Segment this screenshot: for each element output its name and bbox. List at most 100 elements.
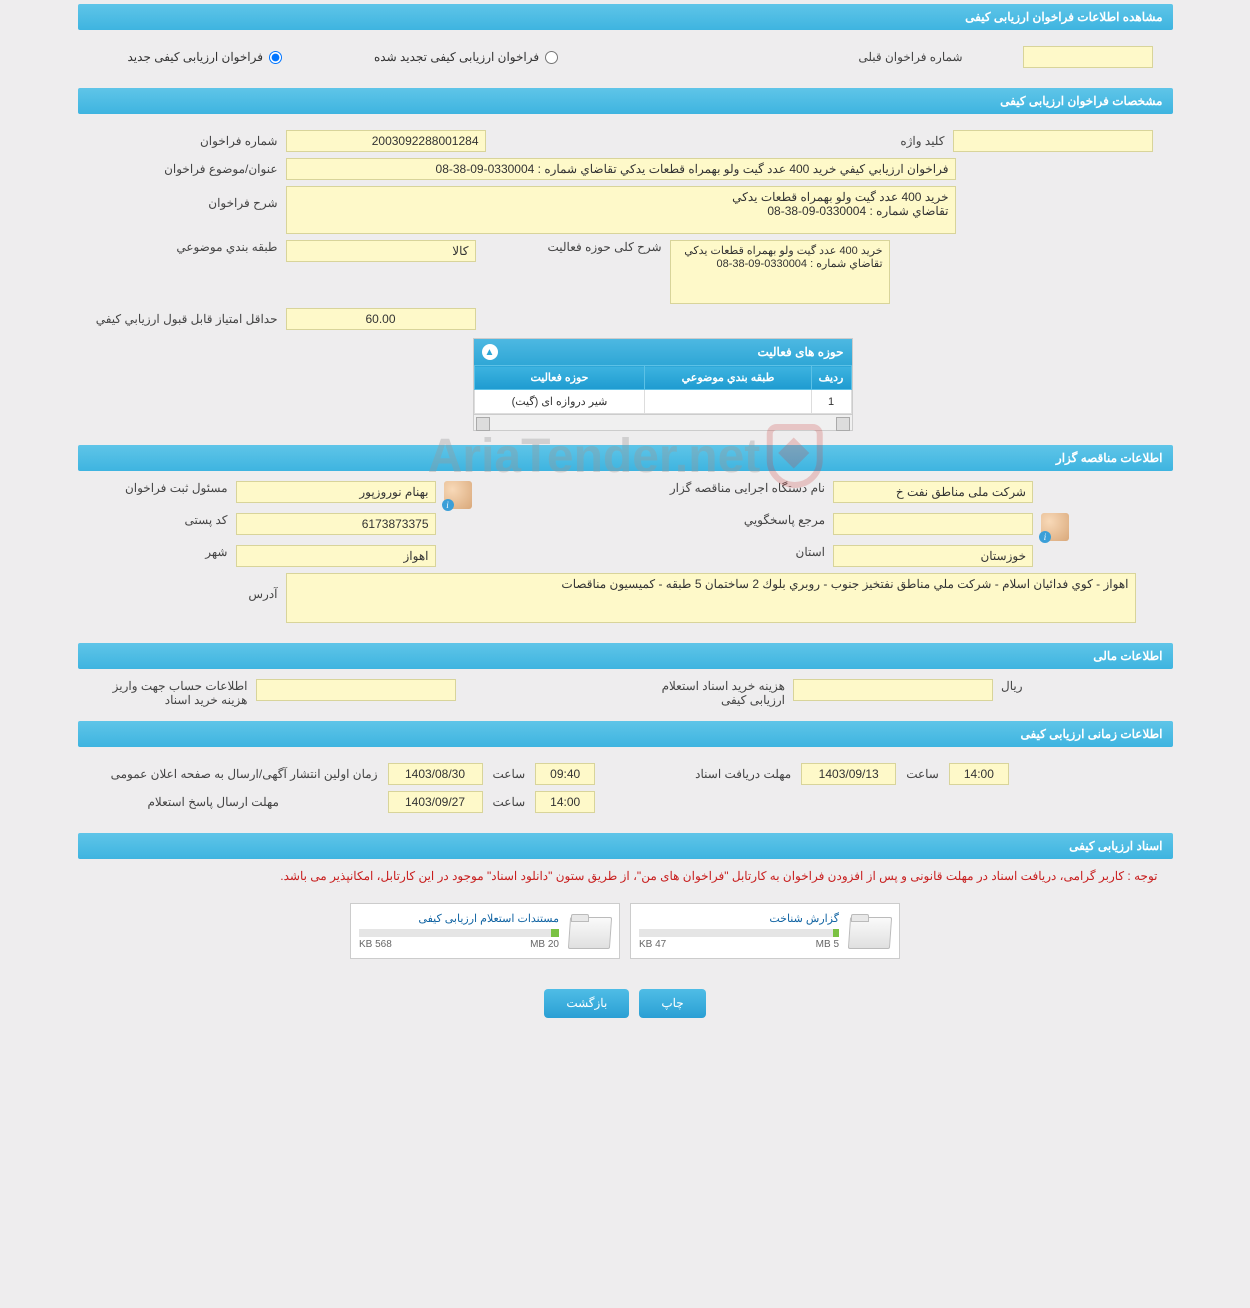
desc-field: خريد 400 عدد گيت ولو بهمراه قطعات يدكي ت… (286, 186, 956, 234)
finance-body: هزینه خرید اسناد استعلام ارزیابی کیفی ری… (78, 669, 1173, 717)
activity-table-title-text: حوزه های فعالیت (758, 345, 844, 359)
radio-new-input[interactable] (269, 51, 282, 64)
firstpub-time: 09:40 (535, 763, 595, 785)
radio-new-label: فراخوان ارزیابی کیفی جدید (128, 50, 263, 64)
firstpub-label: زمان اولین انتشار آگهی/ارسال به صفحه اعل… (98, 767, 378, 781)
hour-label-2: ساعت (906, 767, 939, 781)
back-button[interactable]: بازگشت (544, 989, 629, 1018)
deadline-date: 1403/09/13 (801, 763, 896, 785)
activity-table-title: حوزه های فعالیت ▲ (474, 339, 852, 365)
firstpub-date: 1403/08/30 (388, 763, 483, 785)
province-field: خوزستان (833, 545, 1033, 567)
cell-scope: شیر دروازه ای (گیت) (474, 390, 645, 414)
doc-card[interactable]: گزارش شناخت 5 MB 47 KB (630, 903, 900, 959)
ref-label: مرجع پاسخگويي (645, 513, 825, 527)
doc-title: گزارش شناخت (639, 912, 839, 925)
header-time: اطلاعات زمانی ارزیابی کیفی (78, 721, 1173, 747)
table-row: 1 شیر دروازه ای (گیت) (474, 390, 851, 414)
agency-label: نام دستگاه اجرایی مناقصه گزار (645, 481, 825, 495)
page-container: AriaTender.net مشاهده اطلاعات فراخوان ار… (78, 4, 1173, 1038)
size-bar (359, 929, 559, 937)
radio-new[interactable]: فراخوان ارزیابی کیفی جدید (128, 50, 284, 64)
cat-field: کالا (286, 240, 476, 262)
num-field: 2003092288001284 (286, 130, 486, 152)
reply-time: 14:00 (535, 791, 595, 813)
size-fill (551, 929, 559, 937)
title-field: فراخوان ارزيابي كيفي خريد 400 عدد گيت ول… (286, 158, 956, 180)
postal-label: کد پستی (98, 513, 228, 527)
cost-label: هزینه خرید اسناد استعلام ارزیابی کیفی (645, 679, 785, 707)
radio-renew-label: فراخوان ارزیابی کیفی تجدید شده (374, 50, 539, 64)
account-label: اطلاعات حساب جهت واریز هزینه خرید اسناد (98, 679, 248, 707)
agency-field: شرکت ملی مناطق نفت خ (833, 481, 1033, 503)
button-row: چاپ بازگشت (78, 969, 1173, 1038)
avatar-icon[interactable] (1041, 513, 1069, 541)
prev-num-label: شماره فراخوان قبلی (858, 50, 962, 64)
doc-size: 47 KB (639, 939, 666, 950)
collapse-icon[interactable]: ▲ (482, 344, 498, 360)
deadline-label: مهلت دریافت اسناد (695, 767, 791, 781)
city-label: شهر (98, 545, 228, 559)
avatar-icon[interactable] (444, 481, 472, 509)
doc-cards: گزارش شناخت 5 MB 47 KB مستندات استعلام ا… (78, 893, 1173, 969)
hour-label-3: ساعت (493, 795, 526, 809)
folder-icon (567, 913, 611, 949)
header-spec: مشخصات فراخوان ارزیابی کیفی (78, 88, 1173, 114)
doc-info: گزارش شناخت 5 MB 47 KB (639, 912, 839, 950)
activity-table: ردیف طبقه بندي موضوعي حوزه فعالیت 1 شیر … (474, 365, 852, 414)
province-label: استان (645, 545, 825, 559)
folder-icon (847, 913, 891, 949)
col-row: ردیف (811, 366, 851, 390)
time-body: زمان اولین انتشار آگهی/ارسال به صفحه اعل… (78, 747, 1173, 829)
cell-cat (645, 390, 811, 414)
table-scrollbar[interactable] (474, 414, 852, 430)
top-options: فراخوان ارزیابی کیفی جدید فراخوان ارزیاب… (78, 30, 1173, 84)
cat-label: طبقه بندي موضوعي (98, 240, 278, 254)
prev-num-field[interactable] (1023, 46, 1153, 68)
org-body: نام دستگاه اجرایی مناقصه گزار شرکت ملی م… (78, 471, 1173, 639)
header-org: اطلاعات مناقصه گزار (78, 445, 1173, 471)
reply-label: مهلت ارسال پاسخ استعلام (98, 795, 378, 809)
currency-label: ریال (1001, 679, 1023, 693)
deadline-time: 14:00 (949, 763, 1009, 785)
cell-row: 1 (811, 390, 851, 414)
docs-note: توجه : کاربر گرامی، دریافت اسناد در مهلت… (78, 859, 1173, 893)
registrar-field: بهنام نوروزپور (236, 481, 436, 503)
ref-field (833, 513, 1033, 535)
address-label: آدرس (98, 573, 278, 601)
address-field: اهواز - كوي فدائيان اسلام - شركت ملي منا… (286, 573, 1136, 623)
print-button[interactable]: چاپ (639, 989, 705, 1018)
header-main: مشاهده اطلاعات فراخوان ارزیابی کیفی (78, 4, 1173, 30)
scope-label: شرح کلی حوزه فعالیت (548, 240, 662, 254)
reply-date: 1403/09/27 (388, 791, 483, 813)
activity-table-panel: حوزه های فعالیت ▲ ردیف طبقه بندي موضوعي … (473, 338, 853, 431)
num-label: شماره فراخوان (98, 134, 278, 148)
size-fill (833, 929, 839, 937)
title-label: عنوان/موضوع فراخوان (98, 162, 278, 176)
header-docs: اسناد ارزیابی کیفی (78, 833, 1173, 859)
minscore-label: حداقل امتياز قابل قبول ارزيابي كيفي (98, 312, 278, 326)
spec-body: شماره فراخوان 2003092288001284 کلید واژه… (78, 114, 1173, 441)
minscore-field: 60.00 (286, 308, 476, 330)
scope-field: خريد 400 عدد گيت ولو بهمراه قطعات يدكي ت… (670, 240, 890, 304)
doc-card[interactable]: مستندات استعلام ارزیابی کیفی 20 MB 568 K… (350, 903, 620, 959)
registrar-label: مسئول ثبت فراخوان (98, 481, 228, 495)
doc-size: 568 KB (359, 939, 392, 950)
city-field: اهواز (236, 545, 436, 567)
keyword-label: کلید واژه (900, 134, 944, 148)
doc-title: مستندات استعلام ارزیابی کیفی (359, 912, 559, 925)
radio-renew[interactable]: فراخوان ارزیابی کیفی تجدید شده (374, 50, 560, 64)
account-field (256, 679, 456, 701)
postal-field: 6173873375 (236, 513, 436, 535)
header-finance: اطلاعات مالی (78, 643, 1173, 669)
col-cat: طبقه بندي موضوعي (645, 366, 811, 390)
hour-label-1: ساعت (493, 767, 526, 781)
doc-info: مستندات استعلام ارزیابی کیفی 20 MB 568 K… (359, 912, 559, 950)
desc-label: شرح فراخوان (98, 186, 278, 210)
col-scope: حوزه فعالیت (474, 366, 645, 390)
keyword-field[interactable] (953, 130, 1153, 152)
doc-max: 5 MB (816, 939, 839, 950)
radio-renew-input[interactable] (545, 51, 558, 64)
doc-max: 20 MB (530, 939, 559, 950)
size-bar (639, 929, 839, 937)
